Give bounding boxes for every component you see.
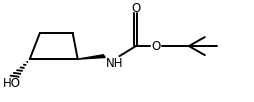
Text: NH: NH [105,57,123,70]
Text: HO: HO [3,77,21,90]
Polygon shape [78,55,105,59]
Text: O: O [151,40,161,53]
Text: O: O [131,2,140,15]
